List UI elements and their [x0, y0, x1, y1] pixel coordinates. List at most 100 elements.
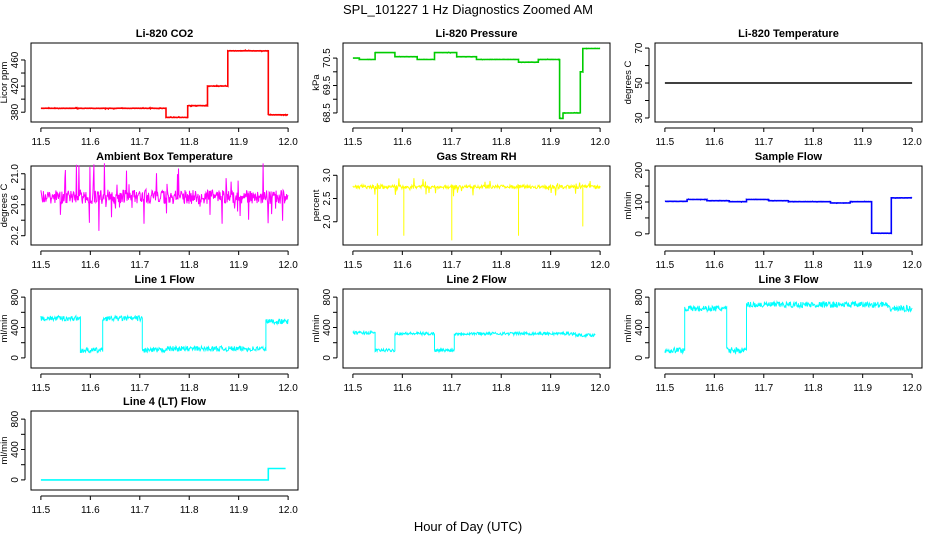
- x-tick-label: 11.8: [180, 383, 199, 394]
- x-tick-label: 11.9: [541, 383, 560, 394]
- x-tick-label: 11.5: [656, 137, 675, 148]
- y-tick-label: 2.0: [322, 214, 333, 228]
- panel-title: Gas Stream RH: [436, 151, 516, 163]
- x-tick-label: 11.6: [81, 260, 100, 271]
- panel-title: Li-820 Temperature: [738, 28, 839, 40]
- y-tick-label: 69.5: [322, 75, 333, 95]
- y-tick-label: 200: [634, 161, 645, 178]
- y-tick-label: 68.5: [322, 103, 333, 123]
- panel-li-820-co2: Li-820 CO2 11.5 11.6 11.7 11.8 11.9 12.0 380 420…: [0, 28, 299, 148]
- x-tick-label: 11.6: [81, 505, 100, 516]
- x-tick-label: 11.7: [754, 260, 773, 271]
- series-line: [664, 196, 913, 235]
- x-tick-label: 11.7: [754, 137, 773, 148]
- x-tick-label: 11.8: [804, 260, 823, 271]
- y-tick-label: 50: [634, 77, 645, 89]
- y-tick-label: 3.0: [322, 168, 333, 182]
- y-axis-label: ml/min: [311, 315, 322, 343]
- x-tick-label: 12.0: [590, 260, 610, 271]
- x-tick-label: 11.8: [180, 137, 199, 148]
- plot-frame: [342, 165, 611, 246]
- series-line: [40, 48, 289, 119]
- panel-line-1-flow: Line 1 Flow 11.5 11.6 11.7 11.8 11.9 12.0 0 400 8…: [0, 274, 299, 394]
- x-tick-label: 12.0: [902, 137, 922, 148]
- y-axis-label: kPa: [311, 74, 322, 91]
- y-tick-label: 0: [10, 477, 21, 483]
- panel-line-3-flow: Line 3 Flow 11.5 11.6 11.7 11.8 11.9 12.0 0 400 8…: [623, 274, 923, 394]
- panel-title: Li-820 Pressure: [436, 28, 518, 40]
- y-tick-label: 420: [10, 77, 21, 94]
- series-line: [40, 314, 289, 354]
- x-tick-label: 11.6: [393, 383, 412, 394]
- x-tick-label: 11.9: [229, 260, 248, 271]
- plot-frame: [342, 288, 611, 369]
- x-tick-label: 11.5: [344, 137, 363, 148]
- panel-title: Line 1 Flow: [135, 274, 195, 286]
- x-tick-label: 11.5: [344, 383, 363, 394]
- y-axis-label: ml/min: [0, 315, 10, 343]
- y-tick-label: 380: [10, 103, 21, 120]
- panel-title: Line 2 Flow: [447, 274, 507, 286]
- x-tick-label: 11.9: [853, 383, 872, 394]
- panel-ambient-box-temperature: Ambient Box Temperature 11.5 11.6 11.7 11.8 1…: [0, 151, 299, 271]
- series-line: [40, 163, 289, 231]
- plot-frame: [342, 42, 611, 123]
- x-tick-label: 11.8: [804, 137, 823, 148]
- series-line: [352, 329, 596, 354]
- panel-line-2-flow: Line 2 Flow 11.5 11.6 11.7 11.8 11.9 12.0 0 400 8…: [311, 274, 611, 394]
- x-tick-label: 11.7: [754, 383, 773, 394]
- plot-frame: [654, 288, 923, 369]
- y-tick-label: 460: [10, 51, 21, 68]
- x-tick-label: 11.6: [705, 383, 724, 394]
- y-tick-label: 21.0: [10, 164, 21, 184]
- y-tick-label: 20.6: [10, 195, 21, 215]
- y-tick-label: 20.2: [10, 226, 21, 246]
- x-tick-label: 11.6: [393, 260, 412, 271]
- x-tick-label: 12.0: [278, 137, 298, 148]
- x-tick-label: 11.9: [229, 137, 248, 148]
- panel-sample-flow: Sample Flow 11.5 11.6 11.7 11.8 11.9 12.0 0 100 2…: [623, 151, 923, 271]
- y-tick-label: 30: [634, 112, 645, 124]
- plot-frame: [654, 165, 923, 246]
- x-tick-label: 11.6: [705, 260, 724, 271]
- panel-title: Li-820 CO2: [136, 28, 193, 40]
- figure-title: SPL_101227 1 Hz Diagnostics Zoomed AM: [343, 2, 593, 17]
- series-line: [352, 47, 601, 120]
- y-tick-label: 0: [10, 355, 21, 361]
- plot-frame: [654, 42, 923, 123]
- panel-title: Line 4 (LT) Flow: [123, 396, 206, 408]
- panel-title: Sample Flow: [755, 151, 823, 163]
- x-tick-label: 11.8: [492, 137, 511, 148]
- x-tick-label: 11.9: [853, 260, 872, 271]
- x-tick-label: 11.5: [32, 383, 51, 394]
- x-tick-label: 11.8: [804, 383, 823, 394]
- x-tick-label: 12.0: [278, 505, 298, 516]
- y-axis-label: degrees C: [0, 183, 10, 227]
- x-tick-label: 11.8: [492, 260, 511, 271]
- x-tick-label: 11.6: [705, 137, 724, 148]
- x-tick-label: 11.5: [32, 260, 51, 271]
- x-tick-label: 11.5: [344, 260, 363, 271]
- x-tick-label: 11.7: [442, 383, 461, 394]
- series-line: [40, 467, 286, 481]
- x-tick-label: 11.7: [442, 137, 461, 148]
- x-tick-label: 11.8: [180, 505, 199, 516]
- y-axis-label: ml/min: [623, 315, 634, 343]
- y-axis-label: Licor ppm: [0, 62, 10, 104]
- x-tick-label: 11.6: [81, 383, 100, 394]
- x-tick-label: 12.0: [902, 260, 922, 271]
- x-tick-label: 11.9: [541, 137, 560, 148]
- plot-frame: [30, 165, 299, 246]
- y-tick-label: 800: [634, 288, 645, 305]
- y-tick-label: 800: [322, 288, 333, 305]
- panel-line-4-lt-flow: Line 4 (LT) Flow 11.5 11.6 11.7 11.8 11.9 12.0…: [0, 396, 299, 516]
- plot-frame: [30, 288, 299, 369]
- panel-li-820-pressure: Li-820 Pressure 11.5 11.6 11.7 11.8 11.9 12.0 6…: [311, 28, 611, 148]
- y-tick-label: 400: [10, 441, 21, 458]
- y-tick-label: 800: [10, 288, 21, 305]
- y-tick-label: 0: [634, 355, 645, 361]
- x-tick-label: 12.0: [278, 383, 298, 394]
- x-tick-label: 12.0: [590, 137, 610, 148]
- x-tick-label: 11.5: [656, 260, 675, 271]
